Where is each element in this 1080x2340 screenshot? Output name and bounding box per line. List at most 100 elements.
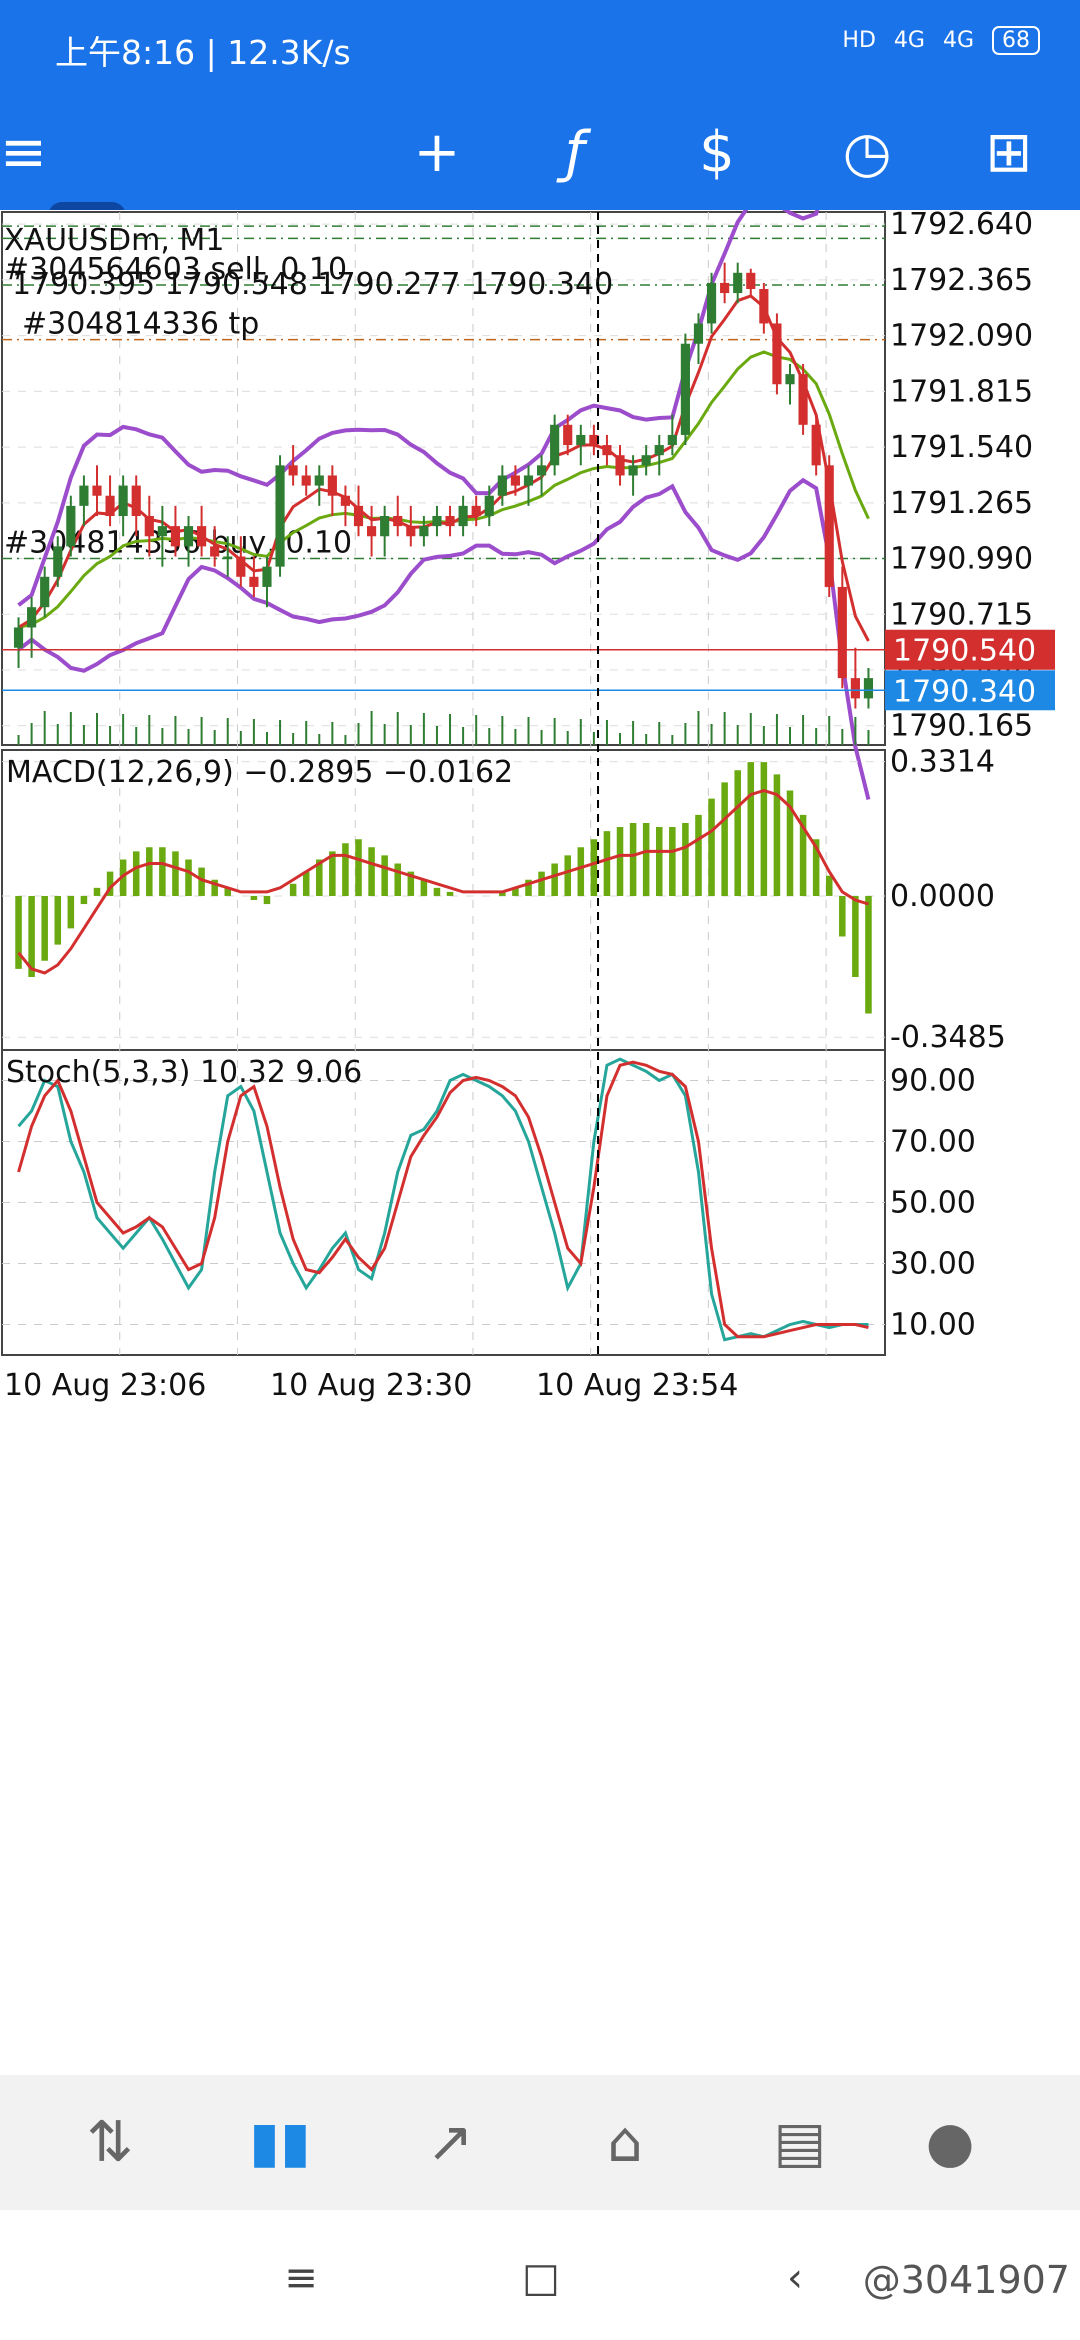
hd-indicator: HD — [842, 28, 876, 53]
chart-area[interactable]: 1792.640 1792.365 1792.090 1791.815 1791.540… — [0, 95, 1080, 2070]
candle-body — [720, 282, 730, 294]
stoch-main-series — [17, 1057, 869, 1342]
stoch-tick-label: 90.00 — [890, 1064, 976, 1099]
candle-body — [13, 627, 24, 648]
macd-tick-label: -0.3485 — [890, 1020, 1006, 1055]
stoch-tick-label: 50.00 — [890, 1186, 976, 1221]
candle-body — [131, 485, 141, 516]
candle-body — [628, 465, 638, 476]
ma-slow-series — [18, 350, 870, 629]
candle-body — [471, 505, 481, 516]
dollar-exchange-icon[interactable]: $ — [699, 120, 735, 185]
candle-body — [223, 556, 233, 559]
candle-body — [27, 607, 37, 628]
macd-title: MACD(12,26,9) −0.2895 −0.0162 — [6, 755, 513, 790]
price-tick-label: 1792.640 — [890, 210, 1033, 242]
candle-body — [262, 566, 272, 587]
candle-body — [772, 323, 782, 385]
stoch-signal-series — [17, 1060, 869, 1339]
news-icon[interactable]: ▤ — [773, 2110, 827, 2175]
order-label: #304564603 sell, 0.10 — [4, 252, 347, 287]
candle-body — [850, 678, 860, 699]
candle-body — [275, 465, 285, 567]
candle-body — [798, 374, 808, 425]
candle-body — [550, 424, 560, 466]
candle-body — [785, 374, 795, 385]
candle-body — [53, 546, 63, 577]
candle-body — [837, 586, 847, 679]
candle-body — [367, 526, 377, 537]
candle-body — [183, 526, 194, 547]
candle-body — [419, 526, 429, 537]
candle-body — [118, 485, 128, 516]
candle-body — [445, 515, 455, 527]
candle-body — [144, 515, 154, 537]
candle-body — [249, 576, 259, 587]
candle-body — [641, 455, 651, 466]
candle-body — [340, 495, 351, 506]
crosshair-icon[interactable]: + — [413, 120, 461, 185]
price-tick-label: 1790.990 — [890, 542, 1033, 577]
candle-body — [380, 515, 390, 537]
candle-body — [432, 515, 442, 527]
home-nav-icon[interactable]: □ — [522, 2255, 560, 2301]
candle-body — [314, 475, 324, 486]
candle-body — [811, 424, 821, 466]
chart-icon[interactable]: ▮▮ — [249, 2110, 311, 2175]
candle-body — [406, 526, 416, 537]
chart-title: XAUUSDm, M1 — [4, 223, 224, 258]
candle-body — [733, 272, 743, 294]
ohlc-header: 1790.395 1790.548 1790.277 1790.340 — [12, 267, 613, 302]
stoch-title: Stoch(5,3,3) 10.32 9.06 — [6, 1055, 362, 1090]
new-order-icon[interactable]: ⊞ — [985, 120, 1033, 185]
macd-signal-series — [17, 788, 869, 975]
candle-body — [92, 485, 102, 496]
order-label: #304814336 tp — [22, 307, 259, 342]
candle-body — [863, 678, 874, 699]
candle-body — [393, 515, 403, 527]
price-tick-label: 1790.715 — [890, 597, 1033, 632]
candle-body — [654, 445, 664, 456]
candle-body — [523, 475, 534, 486]
status-time-speed: 上午8:16 | 12.3K/s — [55, 33, 351, 72]
price-tick-label: 1792.090 — [890, 319, 1033, 354]
candle-body — [210, 546, 220, 557]
back-nav-icon[interactable]: ‹ — [787, 2255, 803, 2301]
candle-body — [301, 475, 311, 486]
candle-body — [759, 289, 769, 324]
ask-price-box — [885, 629, 1055, 670]
price-tick-label: 1790.165 — [890, 709, 1033, 744]
candle-body — [40, 576, 50, 608]
watermark: @3041907 — [862, 2258, 1070, 2302]
quotes-icon[interactable]: ⇅ — [86, 2110, 134, 2175]
android-nav-bar: ≡ □ ‹ — [0, 2210, 1080, 2340]
signal-2-indicator: 4G — [942, 28, 974, 53]
menu-nav-icon[interactable]: ≡ — [284, 2255, 318, 2301]
candle-body — [563, 424, 573, 446]
candle-body — [536, 465, 547, 476]
history-icon[interactable]: ⌂ — [607, 2110, 643, 2175]
price-tick-label: 1791.540 — [890, 430, 1033, 465]
menu-icon[interactable]: ≡ — [0, 120, 47, 185]
candle-body — [236, 556, 246, 577]
candle-body — [615, 455, 625, 476]
clock-icon[interactable]: ◷ — [842, 120, 892, 185]
candle-body — [197, 526, 207, 547]
macd-tick-label: 0.3314 — [890, 745, 995, 780]
trade-icon[interactable]: ↗ — [426, 2110, 474, 2175]
status-bar: 上午8:16 | 12.3K/s HD 4G 4G 68 — [0, 0, 1080, 100]
function-icon[interactable]: ƒ — [565, 120, 585, 185]
candle-body — [79, 485, 89, 506]
macd-tick-label: 0.0000 — [890, 879, 995, 914]
messages-icon[interactable]: ● — [925, 2110, 975, 2175]
candle-body — [497, 475, 507, 496]
candle-body — [706, 282, 717, 324]
ask-price-label: 1790.540 — [893, 634, 1036, 669]
candle-body — [746, 272, 756, 290]
stoch-tick-label: 70.00 — [890, 1125, 976, 1160]
candle-body — [667, 434, 677, 446]
candle-body — [589, 434, 599, 446]
candle-body — [602, 445, 612, 456]
candle-body — [157, 526, 167, 537]
chart-svg[interactable]: 1792.640 1792.365 1792.090 1791.815 1791.540… — [0, 95, 1080, 2070]
